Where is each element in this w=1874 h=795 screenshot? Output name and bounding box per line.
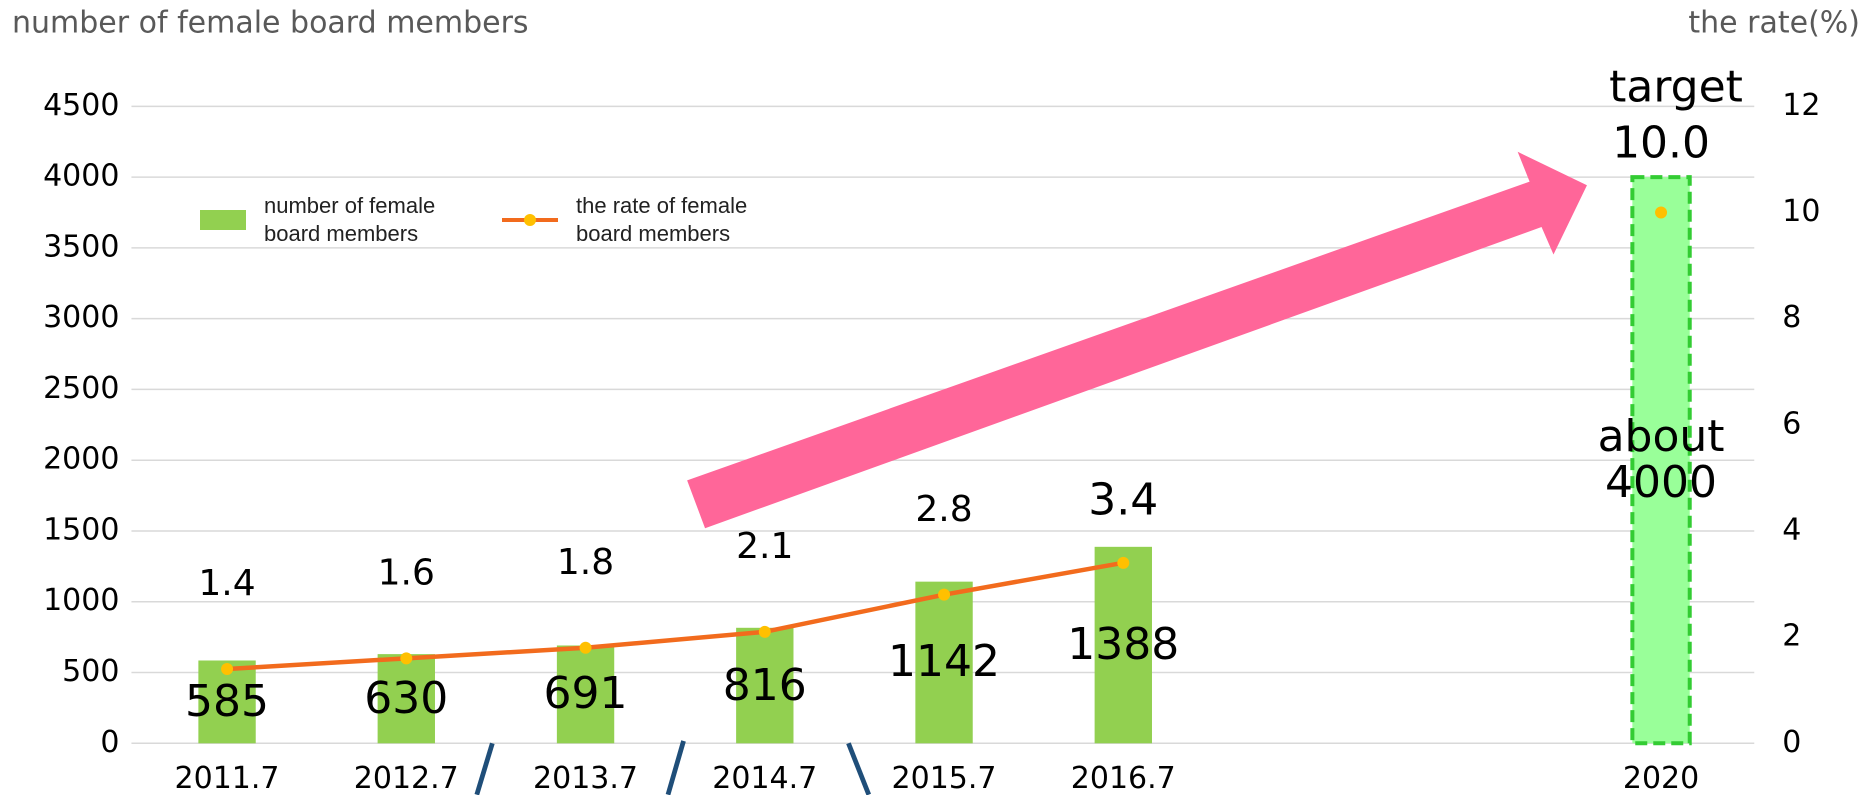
x-tick-label: 2011.7 (175, 761, 280, 795)
line-value-label: 1.6 (378, 552, 435, 593)
y2-tick-label: 10 (1782, 194, 1820, 229)
marker (1117, 556, 1130, 569)
bar (377, 654, 435, 744)
line (226, 560, 1124, 672)
y2-axis-title: the rate(%) (1688, 6, 1860, 41)
bar-value-label: 816 (722, 659, 807, 711)
y-tick-label: 500 (62, 654, 119, 689)
bar (915, 581, 973, 744)
y-tick-label: 1000 (43, 583, 119, 618)
marker (221, 662, 234, 675)
x-tick-label: 2014.7 (712, 761, 817, 795)
line-value-label: 1.8 (557, 542, 614, 583)
bar (736, 627, 794, 744)
y-tick-label: 3000 (43, 300, 119, 335)
legend-swatch (502, 213, 558, 226)
separator (665, 740, 686, 795)
y-tick-label: 4000 (43, 159, 119, 194)
y-tick-label: 0 (100, 725, 119, 760)
y2-tick-label: 12 (1782, 88, 1820, 123)
y-tick-label: 3500 (43, 229, 119, 264)
separator (846, 742, 871, 795)
y2-tick-label: 0 (1782, 725, 1801, 760)
line-value-label: 2.1 (736, 526, 793, 567)
y2-tick-label: 2 (1782, 619, 1801, 654)
y-tick-label: 2000 (43, 442, 119, 477)
y-tick-label: 2500 (43, 371, 119, 406)
bar-value-label: about 4000 (1597, 411, 1725, 509)
bar (1094, 546, 1152, 744)
y2-tick-label: 4 (1782, 512, 1801, 547)
bar-value-label: 691 (543, 668, 628, 720)
x-tick-label: 2015.7 (892, 761, 997, 795)
decorations (474, 151, 1587, 795)
bar-value-label: 1142 (888, 636, 1001, 688)
bar-value-label: 1388 (1067, 618, 1180, 670)
marker (400, 652, 413, 665)
marker (1655, 206, 1668, 219)
y-tick-label: 4500 (43, 88, 119, 123)
line-value-label: 3.4 (1088, 475, 1158, 526)
trend-arrow (687, 151, 1587, 529)
bar (556, 645, 615, 744)
y-axis-title: number of female board members (12, 6, 529, 41)
x-tick-label: 2020 (1623, 761, 1699, 795)
x-tick-label: 2012.7 (354, 761, 459, 795)
y-tick-label: 1500 (43, 512, 119, 547)
line-value-label: 1.4 (198, 563, 255, 604)
bar-value-label: 585 (185, 675, 270, 727)
legend-label: number of female board members (264, 193, 436, 246)
y2-tick-label: 6 (1782, 406, 1801, 441)
separator (474, 742, 495, 795)
bar-value-label: 630 (364, 672, 449, 724)
annotation: target (1609, 62, 1743, 113)
legend-item: number of female board members (200, 192, 474, 247)
marker (938, 588, 951, 601)
legend: number of female board members the rate … (200, 192, 786, 247)
x-tick-label: 2013.7 (533, 761, 638, 795)
legend-item: the rate of female board members (502, 192, 786, 247)
legend-label: the rate of female board members (576, 193, 748, 246)
line-value-label: 10.0 (1612, 118, 1710, 169)
marker (758, 625, 771, 638)
line-value-label: 2.8 (915, 489, 972, 530)
legend-swatch (200, 209, 246, 230)
x-tick-label: 2016.7 (1071, 761, 1176, 795)
marker (579, 641, 592, 654)
bar (1630, 175, 1692, 746)
y2-tick-label: 8 (1782, 300, 1801, 335)
